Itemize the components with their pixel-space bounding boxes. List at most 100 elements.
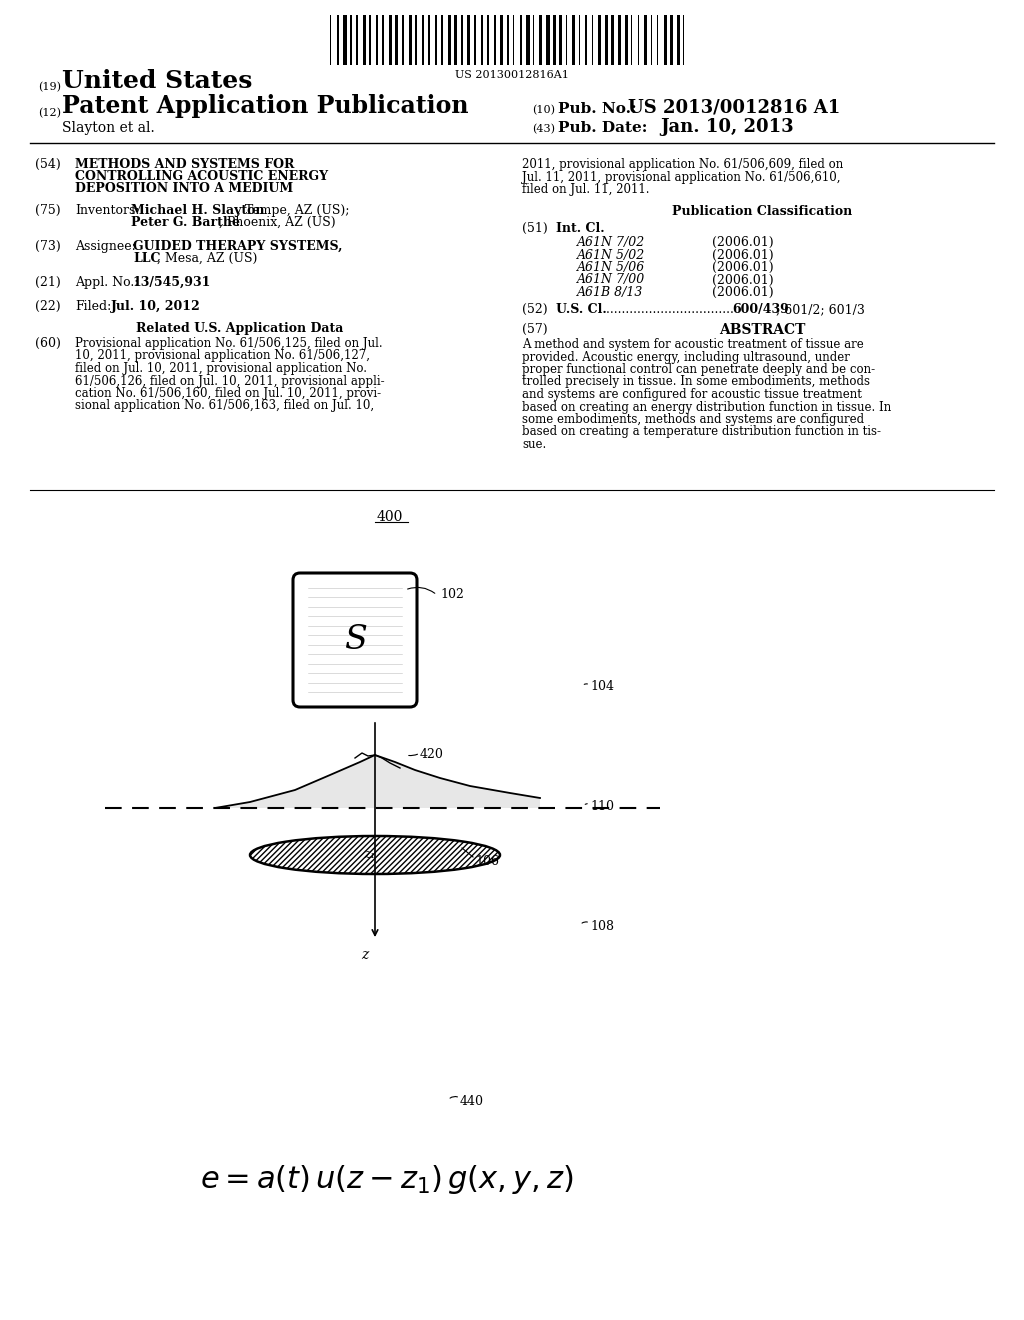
Text: 61/506,126, filed on Jul. 10, 2011, provisional appli-: 61/506,126, filed on Jul. 10, 2011, prov… bbox=[75, 375, 385, 388]
Bar bbox=[598, 15, 600, 65]
Bar bbox=[356, 15, 357, 65]
Bar bbox=[572, 15, 575, 65]
Bar bbox=[618, 15, 622, 65]
Text: Slayton et al.: Slayton et al. bbox=[62, 121, 155, 135]
Text: Jul. 10, 2012: Jul. 10, 2012 bbox=[111, 300, 201, 313]
Text: A61N 7/02: A61N 7/02 bbox=[577, 236, 645, 249]
Bar bbox=[546, 15, 550, 65]
Text: Jul. 11, 2011, provisional application No. 61/506,610,: Jul. 11, 2011, provisional application N… bbox=[522, 170, 841, 183]
Bar bbox=[422, 15, 424, 65]
Text: 104: 104 bbox=[590, 680, 614, 693]
Bar bbox=[677, 15, 680, 65]
Text: (21): (21) bbox=[35, 276, 60, 289]
Text: 110: 110 bbox=[590, 800, 614, 813]
Text: (43): (43) bbox=[532, 124, 555, 135]
Bar bbox=[467, 15, 470, 65]
Text: Peter G. Barthe: Peter G. Barthe bbox=[131, 216, 240, 228]
Text: Appl. No.:: Appl. No.: bbox=[75, 276, 138, 289]
Text: .................................: ................................. bbox=[602, 304, 734, 315]
Text: Filed:: Filed: bbox=[75, 300, 112, 313]
Bar bbox=[382, 15, 384, 65]
Bar bbox=[349, 15, 352, 65]
Text: A61N 5/06: A61N 5/06 bbox=[577, 261, 645, 275]
Text: filed on Jul. 10, 2011, provisional application No.: filed on Jul. 10, 2011, provisional appl… bbox=[75, 362, 367, 375]
Bar bbox=[559, 15, 562, 65]
Text: (10): (10) bbox=[532, 104, 555, 115]
Bar bbox=[343, 15, 347, 65]
Text: (22): (22) bbox=[35, 300, 60, 313]
Text: , Tempe, AZ (US);: , Tempe, AZ (US); bbox=[237, 205, 349, 216]
Text: 106: 106 bbox=[475, 855, 499, 869]
Text: (2006.01): (2006.01) bbox=[712, 273, 773, 286]
Bar bbox=[650, 15, 652, 65]
Bar bbox=[638, 15, 639, 65]
Text: (12): (12) bbox=[38, 108, 61, 117]
Text: A method and system for acoustic treatment of tissue are: A method and system for acoustic treatme… bbox=[522, 338, 864, 351]
Text: (54): (54) bbox=[35, 158, 60, 172]
Text: (60): (60) bbox=[35, 337, 60, 350]
Text: S: S bbox=[344, 624, 367, 656]
Text: and systems are configured for acoustic tissue treatment: and systems are configured for acoustic … bbox=[522, 388, 862, 401]
Bar bbox=[540, 15, 542, 65]
Bar bbox=[671, 15, 673, 65]
Polygon shape bbox=[215, 755, 540, 808]
Bar bbox=[513, 15, 514, 65]
Bar bbox=[447, 15, 451, 65]
Text: z: z bbox=[361, 948, 369, 962]
Bar bbox=[376, 15, 378, 65]
Text: 2011, provisional application No. 61/506,609, filed on: 2011, provisional application No. 61/506… bbox=[522, 158, 843, 172]
Bar bbox=[500, 15, 503, 65]
Text: CONTROLLING ACOUSTIC ENERGY: CONTROLLING ACOUSTIC ENERGY bbox=[75, 170, 328, 183]
Bar bbox=[487, 15, 488, 65]
Text: proper functional control can penetrate deeply and be con-: proper functional control can penetrate … bbox=[522, 363, 876, 376]
Bar bbox=[586, 15, 587, 65]
Text: GUIDED THERAPY SYSTEMS,: GUIDED THERAPY SYSTEMS, bbox=[133, 240, 342, 253]
Text: METHODS AND SYSTEMS FOR: METHODS AND SYSTEMS FOR bbox=[75, 158, 294, 172]
Text: US 2013/0012816 A1: US 2013/0012816 A1 bbox=[628, 99, 841, 117]
Text: cation No. 61/506,160, filed on Jul. 10, 2011, provi-: cation No. 61/506,160, filed on Jul. 10,… bbox=[75, 387, 381, 400]
Text: (2006.01): (2006.01) bbox=[712, 236, 773, 249]
Text: (52): (52) bbox=[522, 304, 548, 315]
Bar bbox=[330, 15, 331, 65]
Bar bbox=[389, 15, 392, 65]
Text: , Phoenix, AZ (US): , Phoenix, AZ (US) bbox=[219, 216, 336, 228]
Text: Assignee:: Assignee: bbox=[75, 240, 136, 253]
Text: Related U.S. Application Data: Related U.S. Application Data bbox=[136, 322, 344, 335]
Text: 102: 102 bbox=[440, 587, 464, 601]
Text: 400: 400 bbox=[377, 510, 403, 524]
Text: sue.: sue. bbox=[522, 438, 546, 451]
Text: based on creating an energy distribution function in tissue. In: based on creating an energy distribution… bbox=[522, 400, 891, 413]
Bar bbox=[526, 15, 530, 65]
Text: (57): (57) bbox=[522, 323, 548, 337]
Text: 420: 420 bbox=[420, 748, 443, 762]
Text: filed on Jul. 11, 2011.: filed on Jul. 11, 2011. bbox=[522, 183, 649, 195]
Text: LLC: LLC bbox=[133, 252, 161, 265]
Text: z₁: z₁ bbox=[365, 849, 376, 862]
Bar bbox=[532, 15, 534, 65]
Text: 600/439: 600/439 bbox=[732, 304, 788, 315]
Bar bbox=[605, 15, 608, 65]
Bar bbox=[402, 15, 403, 65]
Bar bbox=[441, 15, 443, 65]
Bar bbox=[520, 15, 522, 65]
Text: sional application No. 61/506,163, filed on Jul. 10,: sional application No. 61/506,163, filed… bbox=[75, 400, 374, 412]
Text: (2006.01): (2006.01) bbox=[712, 261, 773, 275]
Text: Int. Cl.: Int. Cl. bbox=[556, 222, 604, 235]
Text: Michael H. Slayton: Michael H. Slayton bbox=[131, 205, 264, 216]
Text: Patent Application Publication: Patent Application Publication bbox=[62, 94, 469, 117]
Text: ; 601/2; 601/3: ; 601/2; 601/3 bbox=[776, 304, 865, 315]
Text: some embodiments, methods and systems are configured: some embodiments, methods and systems ar… bbox=[522, 413, 864, 426]
Text: Pub. No.:: Pub. No.: bbox=[558, 102, 637, 116]
Bar bbox=[395, 15, 398, 65]
Text: Publication Classification: Publication Classification bbox=[672, 205, 852, 218]
Text: DEPOSITION INTO A MEDIUM: DEPOSITION INTO A MEDIUM bbox=[75, 182, 293, 195]
Text: Provisional application No. 61/506,125, filed on Jul.: Provisional application No. 61/506,125, … bbox=[75, 337, 383, 350]
Bar bbox=[409, 15, 412, 65]
Bar bbox=[592, 15, 593, 65]
Bar bbox=[507, 15, 509, 65]
Bar bbox=[611, 15, 613, 65]
Bar bbox=[625, 15, 628, 65]
Bar bbox=[657, 15, 658, 65]
Text: provided. Acoustic energy, including ultrasound, under: provided. Acoustic energy, including ult… bbox=[522, 351, 850, 363]
Text: (75): (75) bbox=[35, 205, 60, 216]
